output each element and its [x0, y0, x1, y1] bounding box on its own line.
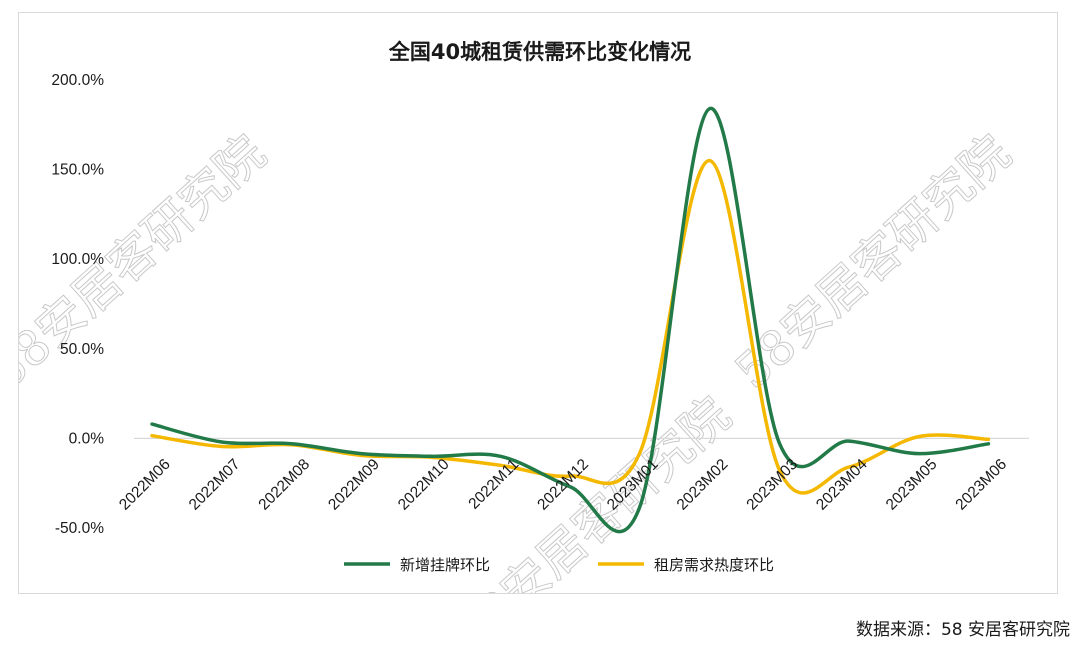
legend: 新增挂牌环比 租房需求热度环比 [344, 556, 774, 574]
line-chart: 58安居客研究院 58安居客研究院 58安居客研究院 全国40城租赁供需环比变化… [19, 40, 1029, 593]
legend-label: 新增挂牌环比 [400, 556, 490, 574]
y-tick-label: 100.0% [51, 251, 104, 268]
y-tick-label: 200.0% [51, 72, 104, 89]
y-tick-label: -50.0% [55, 520, 104, 537]
x-tick-label: 2023M06 [952, 456, 1010, 514]
y-tick-label: 50.0% [60, 341, 104, 358]
x-tick-label: 2022M06 [116, 456, 174, 514]
source-note: 数据来源：58 安居客研究院 [855, 620, 1070, 640]
x-tick-label: 2023M05 [883, 456, 941, 514]
watermark-layer: 58安居客研究院 58安居客研究院 58安居客研究院 [19, 124, 1022, 593]
series-lines [150, 106, 991, 534]
legend-label: 租房需求热度环比 [654, 556, 774, 574]
y-axis-tick-labels: -50.0% 0.0% 50.0% 100.0% 150.0% 200.0% [51, 72, 104, 537]
x-tick-label: 2023M03 [743, 456, 801, 514]
chart-title: 全国40城租赁供需环比变化情况 [388, 40, 691, 64]
x-tick-label: 2022M08 [255, 456, 313, 514]
y-tick-label: 150.0% [51, 162, 104, 179]
x-tick-label: 2022M10 [395, 456, 453, 514]
y-tick-label: 0.0% [69, 430, 105, 447]
x-axis-tick-labels: 2022M06 2022M07 2022M08 2022M09 2022M10 2022M… [116, 456, 1010, 514]
chart-frame: 58安居客研究院 58安居客研究院 58安居客研究院 全国40城租赁供需环比变化… [18, 12, 1058, 594]
watermark-right: 58安居客研究院 [725, 125, 1022, 400]
series-line-0 [150, 106, 991, 534]
x-tick-label: 2022M09 [325, 456, 383, 514]
x-tick-label: 2022M07 [186, 456, 244, 514]
